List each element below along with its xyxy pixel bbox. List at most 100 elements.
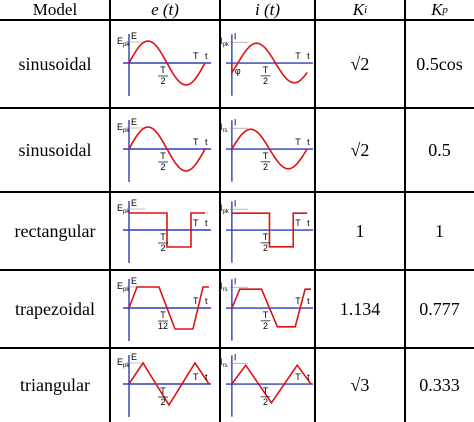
kp-value: 1 bbox=[435, 220, 444, 241]
time-label: t bbox=[307, 51, 310, 61]
peak-label: Irs bbox=[220, 281, 227, 293]
waveform bbox=[129, 212, 205, 248]
period-label: T bbox=[193, 296, 199, 306]
phase-label: φ bbox=[235, 66, 241, 76]
peak-label: Irs bbox=[220, 357, 227, 369]
peak-main: E bbox=[117, 36, 123, 46]
model-cell: triangular bbox=[0, 348, 110, 422]
half-den: 2 bbox=[263, 76, 268, 86]
model-cell: trapezoidal bbox=[0, 270, 110, 348]
time-label: t bbox=[205, 372, 208, 382]
peak-label: Ipk bbox=[220, 203, 229, 215]
row-border bbox=[0, 269, 474, 271]
half-den: 12 bbox=[158, 321, 168, 331]
ki-value: √3 bbox=[350, 374, 370, 395]
header-text: Model bbox=[32, 0, 78, 19]
ki-value: √2 bbox=[350, 139, 370, 160]
half-num: T bbox=[160, 386, 166, 396]
half-den: 2 bbox=[160, 76, 165, 86]
half-den: 2 bbox=[160, 162, 165, 172]
header-sub: i bbox=[364, 4, 368, 16]
peak-main: E bbox=[117, 122, 123, 132]
waveform bbox=[128, 361, 210, 407]
peak-main: I bbox=[220, 357, 222, 367]
kp-cell: 1 bbox=[405, 192, 474, 270]
kp-cell: 0.777 bbox=[405, 270, 474, 348]
time-label: t bbox=[307, 296, 310, 306]
peak-sub: pk bbox=[222, 42, 228, 48]
row-border bbox=[0, 191, 474, 193]
row-border bbox=[0, 19, 474, 21]
row-border bbox=[0, 347, 474, 349]
period-label: T bbox=[295, 137, 301, 147]
peak-main: I bbox=[220, 281, 222, 291]
peak-sub: pk bbox=[123, 287, 130, 293]
model-name: triangular bbox=[20, 374, 90, 395]
period-label: T bbox=[295, 296, 301, 306]
waveform bbox=[231, 128, 308, 170]
half-num: T bbox=[160, 65, 166, 75]
kp-value: 0.5 bbox=[428, 139, 451, 160]
ki-cell: √2 bbox=[315, 20, 405, 108]
kp-cell: 0.5 bbox=[405, 108, 474, 192]
peak-sub: rs bbox=[222, 128, 227, 134]
ki-value: √2 bbox=[350, 53, 370, 74]
half-num: T bbox=[160, 310, 166, 320]
kp-value: 0.5cos bbox=[416, 53, 463, 74]
header-text: i (t) bbox=[254, 0, 281, 19]
half-num: T bbox=[160, 151, 166, 161]
column-border bbox=[404, 0, 406, 422]
peak-main: E bbox=[117, 203, 123, 213]
peak-main: I bbox=[220, 122, 222, 132]
half-num: T bbox=[263, 151, 269, 161]
half-num: T bbox=[263, 310, 269, 320]
half-den: 2 bbox=[263, 397, 268, 407]
amp-label: I bbox=[234, 117, 236, 127]
peak-label: Ipk bbox=[220, 36, 229, 48]
time-label: t bbox=[205, 51, 208, 61]
model-cell: rectangular bbox=[0, 192, 110, 270]
header-cell: e (t) bbox=[110, 0, 220, 20]
header-text: e (t) bbox=[151, 0, 179, 19]
half-num: T bbox=[160, 232, 166, 242]
half-den: 2 bbox=[160, 243, 165, 253]
peak-main: I bbox=[220, 36, 222, 46]
period-label: T bbox=[193, 372, 199, 382]
waveform bbox=[231, 363, 312, 405]
waveform bbox=[128, 286, 209, 330]
waveform bbox=[231, 42, 308, 84]
peak-label: Irs bbox=[220, 122, 227, 134]
amp-label: E bbox=[131, 352, 137, 362]
waveform bbox=[128, 40, 206, 86]
half-den: 2 bbox=[263, 243, 268, 253]
period-label: T bbox=[193, 137, 199, 147]
header-sub: p bbox=[442, 4, 448, 16]
column-border bbox=[109, 0, 111, 422]
model-name: rectangular bbox=[14, 220, 96, 241]
ki-cell: √2 bbox=[315, 108, 405, 192]
peak-sub: pk bbox=[123, 363, 130, 369]
amp-label: I bbox=[234, 31, 236, 41]
peak-main: E bbox=[117, 357, 123, 367]
period-label: T bbox=[295, 51, 301, 61]
ki-value: 1 bbox=[355, 220, 365, 241]
time-label: t bbox=[205, 218, 208, 228]
peak-sub: pk bbox=[222, 209, 228, 215]
kp-cell: 0.5cos bbox=[405, 20, 474, 108]
peak-label: Epk bbox=[117, 36, 130, 48]
peak-label: Epk bbox=[117, 281, 130, 293]
ki-value: 1.134 bbox=[339, 298, 381, 319]
time-label: t bbox=[205, 137, 208, 147]
amp-label: E bbox=[131, 276, 137, 286]
amp-label: E bbox=[131, 117, 137, 127]
